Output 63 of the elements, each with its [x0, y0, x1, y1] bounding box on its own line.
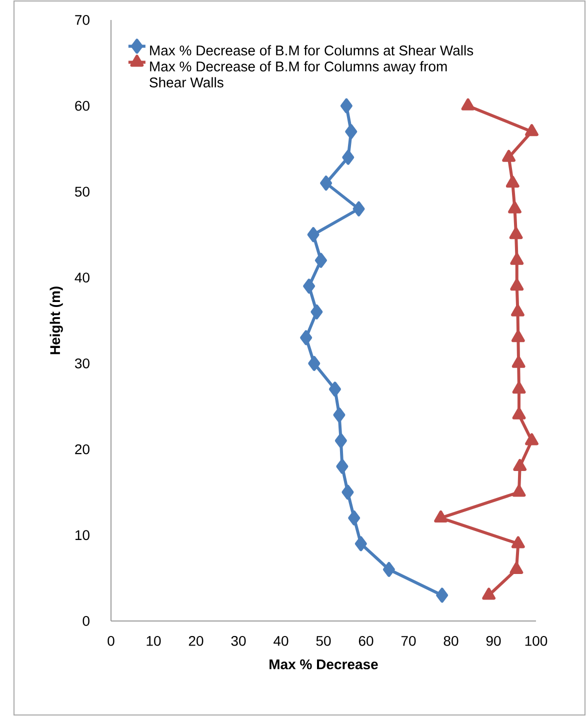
point [342, 484, 354, 500]
point [512, 356, 526, 368]
point [525, 433, 538, 446]
x-tick-label: 80 [444, 636, 458, 646]
point [345, 124, 358, 140]
point [334, 433, 347, 448]
point [342, 150, 354, 165]
point [300, 330, 312, 346]
point [482, 588, 496, 600]
x-tick-label: 50 [316, 636, 331, 646]
y-tick-label: 40 [74, 272, 90, 283]
point [336, 458, 348, 474]
point [434, 510, 448, 522]
point [436, 588, 448, 603]
x-tick-label: 70 [401, 636, 416, 646]
point [510, 252, 524, 265]
point [512, 382, 526, 394]
point [510, 562, 524, 574]
point [340, 98, 352, 114]
point [328, 382, 341, 397]
point [461, 98, 475, 110]
y-tick-label: 30 [74, 358, 90, 368]
point [303, 278, 316, 294]
y-tick-label: 20 [75, 444, 90, 454]
point [307, 227, 320, 242]
y-tick-label: 0 [82, 616, 90, 626]
point [512, 407, 526, 420]
point [382, 562, 395, 577]
point [512, 484, 526, 497]
point [513, 458, 527, 471]
legend-label: Max % Decrease of B.M for Columns away from Shear Walls [150, 61, 447, 88]
point [354, 536, 367, 552]
point [508, 201, 522, 214]
point [314, 252, 327, 268]
x-tick-label: 20 [188, 636, 204, 646]
point [352, 201, 365, 216]
point [320, 176, 332, 191]
x-tick-label: 0 [108, 636, 114, 646]
point [511, 304, 524, 316]
point [348, 510, 360, 526]
point [525, 124, 538, 136]
y-tick-label: 10 [76, 530, 90, 540]
x-tick-label: 60 [358, 636, 374, 646]
point [511, 330, 525, 342]
point [310, 304, 323, 320]
point [511, 536, 525, 548]
point [333, 407, 346, 422]
y-tick-label: 70 [75, 15, 90, 25]
x-tick-label: 10 [146, 636, 161, 646]
point [506, 176, 520, 188]
x-axis-title: Max % Decrease [270, 659, 378, 670]
x-tick-label: 30 [231, 636, 246, 646]
x-tick-label: 100 [525, 636, 548, 646]
point [510, 278, 524, 291]
x-tick-label: 90 [486, 636, 501, 646]
point [502, 150, 516, 162]
y-axis-title: Height (m) [50, 286, 63, 354]
y-tick-label: 50 [75, 186, 90, 197]
y-tick-label: 60 [75, 100, 90, 111]
legend-label: Max % Decrease of B.M for Columns at Shear Walls [150, 45, 474, 56]
point [308, 356, 320, 371]
x-tick-label: 40 [274, 636, 288, 646]
point [509, 227, 523, 240]
